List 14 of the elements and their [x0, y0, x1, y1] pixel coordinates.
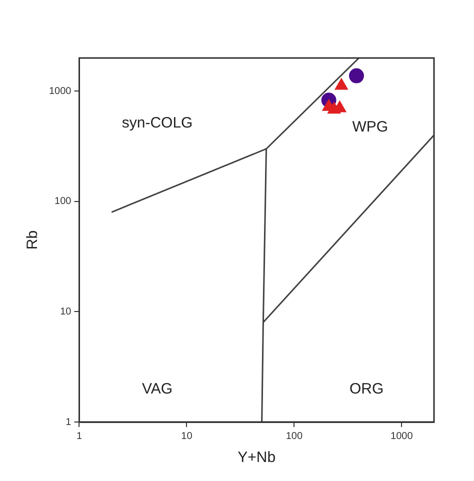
annotation: ORG: [350, 380, 384, 398]
y-axis-title: Rb: [24, 230, 42, 250]
x-tick-label: 10: [181, 430, 193, 442]
annotation: VAG: [142, 380, 173, 398]
annotation: syn-COLG: [122, 114, 193, 132]
y-tick-label: 10: [60, 306, 72, 318]
y-tick-label: 1000: [48, 86, 72, 97]
y-tick-label: 1: [66, 416, 72, 428]
x-axis-title: Y+Nb: [238, 449, 276, 466]
x-tick-label: 100: [286, 430, 303, 442]
y-tick-label: 100: [54, 196, 72, 208]
x-tick-label: 1000: [390, 430, 414, 442]
x-tick-label: 1: [76, 430, 82, 442]
annotation: WPG: [352, 118, 388, 136]
